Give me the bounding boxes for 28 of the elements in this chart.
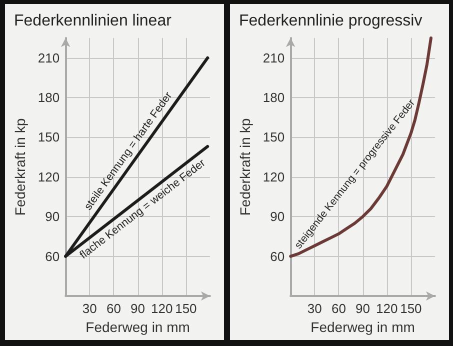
x-tick-label: 60 <box>331 301 346 316</box>
y-tick-label: 150 <box>38 130 60 145</box>
x-tick-label: 90 <box>130 301 146 316</box>
x-tick-label: 30 <box>307 301 322 316</box>
x-tick-label: 120 <box>151 301 173 316</box>
y-tick-label: 210 <box>262 50 285 66</box>
x-axis-title: Federweg in mm <box>86 318 190 335</box>
x-tick-label: 60 <box>106 301 121 316</box>
y-axis-title: Federkraft in kp <box>237 118 253 216</box>
y-tick-label: 90 <box>45 209 60 224</box>
y-tick-label: 150 <box>262 130 285 145</box>
y-tick-label: 60 <box>270 248 285 264</box>
x-tick-label: 150 <box>175 301 197 316</box>
y-tick-label: 180 <box>262 90 285 106</box>
chart-title: Federkennlinien linear <box>14 12 172 30</box>
chart-title: Federkennlinie progressiv <box>239 12 422 30</box>
y-tick-label: 60 <box>45 248 60 264</box>
y-tick-label: 120 <box>38 169 60 184</box>
x-tick-label: 120 <box>376 301 398 316</box>
x-axis-title: Federweg in mm <box>310 318 415 335</box>
x-tick-label: 90 <box>356 301 370 316</box>
y-tick-label: 180 <box>38 90 60 106</box>
y-tick-label: 120 <box>262 169 285 184</box>
y-axis-title: Federkraft in kp <box>12 118 28 216</box>
x-tick-label: 30 <box>82 301 97 316</box>
y-tick-label: 90 <box>270 209 285 224</box>
y-tick-label: 210 <box>38 50 60 66</box>
x-tick-label: 150 <box>400 301 422 316</box>
